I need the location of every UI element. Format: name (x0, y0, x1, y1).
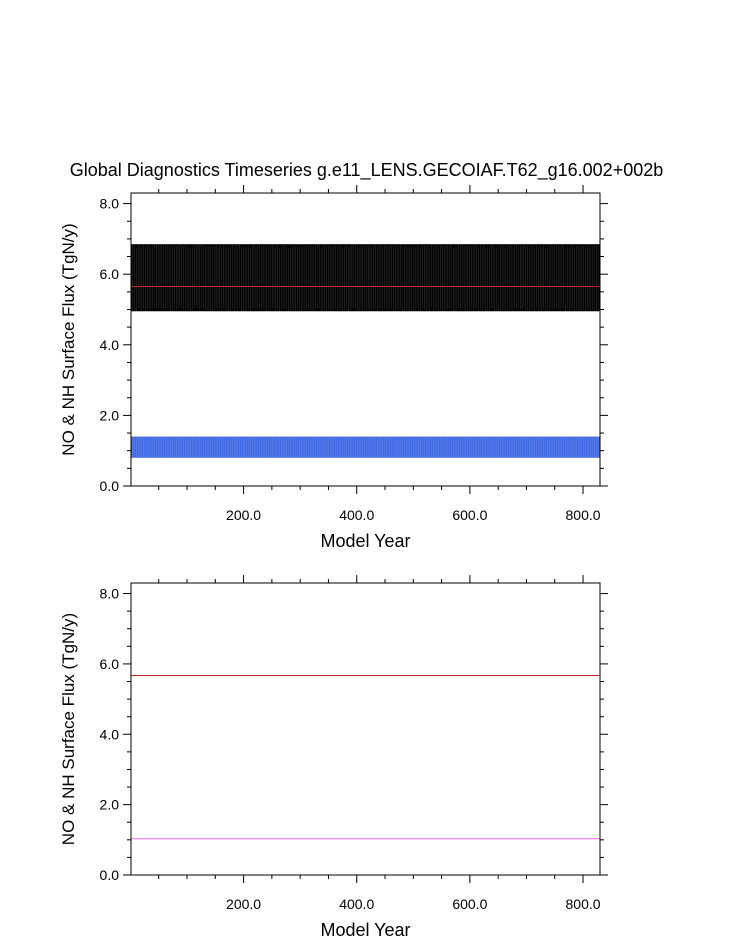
series-oscillation (131, 436, 600, 458)
y-tick-label: 2.0 (100, 797, 120, 813)
bottom-panel: 0.0 2.0 4.0 6.0 8.0 200.0 400.0 600.0 800.0 Model… (59, 575, 608, 940)
y-tick-label: 0.0 (100, 478, 120, 494)
series-oscillation (131, 244, 600, 312)
y-tick-label: 2.0 (100, 407, 120, 423)
chart-title: Global Diagnostics Timeseries g.e11_LENS… (69, 160, 664, 180)
plot-frame (130, 582, 601, 876)
y-axis-label: NO & NH Surface Flux (TgN/y) (59, 223, 78, 455)
top-panel: 0.0 2.0 4.0 6.0 8.0 200.0 400.0 600.0 800.0 Model… (59, 185, 608, 551)
y-tick-label: 0.0 (100, 867, 120, 883)
x-tick-label: 400.0 (339, 896, 374, 912)
x-tick-label: 400.0 (339, 507, 374, 523)
y-tick-label: 4.0 (100, 726, 120, 742)
x-axis-label: Model Year (320, 531, 410, 551)
plot-area (131, 675, 600, 840)
x-tick-label: 800.0 (566, 896, 601, 912)
x-tick-label: 800.0 (566, 507, 601, 523)
y-tick-label: 8.0 (100, 586, 120, 602)
x-tick-label: 600.0 (452, 896, 487, 912)
x-axis-label: Model Year (320, 920, 410, 940)
plot-frame (130, 192, 601, 487)
x-tick-label: 200.0 (226, 507, 261, 523)
y-tick-label: 6.0 (100, 656, 120, 672)
y-tick-label: 4.0 (100, 337, 120, 353)
series-band (131, 244, 600, 312)
x-tick-label: 600.0 (452, 507, 487, 523)
series-band (131, 436, 600, 458)
y-tick-label: 6.0 (100, 266, 120, 282)
x-tick-label: 200.0 (226, 896, 261, 912)
y-axis-label: NO & NH Surface Flux (TgN/y) (59, 613, 78, 845)
plot-area (131, 244, 600, 458)
y-tick-label: 8.0 (100, 196, 120, 212)
